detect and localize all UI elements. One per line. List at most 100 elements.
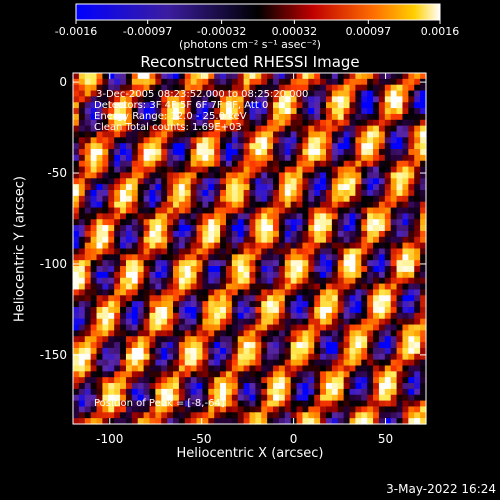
heatmap-cell <box>161 195 168 203</box>
heatmap-cell <box>349 119 356 127</box>
heatmap-cell <box>137 260 145 267</box>
heatmap-cell <box>408 283 415 291</box>
heatmap-cell <box>243 365 251 372</box>
heatmap-cell <box>361 190 368 197</box>
heatmap-cell <box>178 166 186 174</box>
heatmap-cell <box>273 254 280 261</box>
heatmap-cell <box>161 213 168 220</box>
heatmap-cell <box>361 119 368 127</box>
heatmap-cell <box>367 342 374 349</box>
heatmap-cell <box>73 359 80 367</box>
heatmap-cell <box>90 78 98 86</box>
heatmap-cell <box>214 225 221 232</box>
heatmap-cell <box>325 149 333 156</box>
heatmap-cell <box>414 295 421 302</box>
heatmap-cell <box>237 295 245 302</box>
heatmap-cell <box>320 190 327 197</box>
heatmap-cell <box>273 371 280 378</box>
heatmap-cell <box>96 347 104 355</box>
heatmap-cell <box>361 400 368 408</box>
heatmap-cell <box>349 260 356 267</box>
heatmap-cell <box>308 347 315 355</box>
heatmap-cell <box>302 277 309 285</box>
heatmap-cell <box>231 353 239 361</box>
heatmap-cell <box>396 359 404 367</box>
heatmap-cell <box>278 301 286 308</box>
heatmap-cell <box>173 412 180 419</box>
heatmap-cell <box>184 207 192 214</box>
heatmap-cell <box>278 377 286 384</box>
heatmap-cell <box>420 143 427 150</box>
heatmap-cell <box>161 125 168 133</box>
heatmap-cell <box>349 160 356 168</box>
heatmap-cell <box>296 336 304 343</box>
heatmap-cell <box>373 242 380 250</box>
heatmap-cell <box>114 371 121 378</box>
heatmap-cell <box>284 242 292 250</box>
heatmap-cell <box>208 225 215 232</box>
heatmap-cell <box>396 78 404 86</box>
heatmap-cell <box>414 96 421 103</box>
heatmap-cell <box>367 108 374 115</box>
heatmap-cell <box>161 388 168 396</box>
heatmap-cell <box>402 143 409 150</box>
heatmap-cell <box>367 178 374 185</box>
heatmap-cell <box>78 96 86 103</box>
heatmap-cell <box>296 365 304 372</box>
heatmap-cell <box>125 184 133 191</box>
heatmap-cell <box>114 137 121 144</box>
heatmap-cell <box>155 225 162 232</box>
heatmap-cell <box>90 131 98 138</box>
heatmap-cell <box>84 242 92 250</box>
heatmap-cell <box>102 108 109 115</box>
heatmap-cell <box>349 254 356 261</box>
heatmap-cell <box>414 342 421 349</box>
heatmap-cell <box>190 271 198 279</box>
heatmap-cell <box>249 236 256 244</box>
heatmap-cell <box>320 260 327 267</box>
heatmap-cell <box>314 125 321 133</box>
heatmap-cell <box>161 289 168 296</box>
heatmap-cell <box>196 283 204 291</box>
heatmap-cell <box>208 365 215 372</box>
heatmap-cell <box>261 242 268 250</box>
heatmap-cell <box>149 307 156 314</box>
heatmap-cell <box>331 166 339 174</box>
heatmap-cell <box>320 307 327 314</box>
heatmap-cell <box>420 84 427 92</box>
heatmap-cell <box>202 359 209 367</box>
heatmap-cell <box>125 242 133 250</box>
heatmap-cell <box>173 271 180 279</box>
heatmap-cell <box>96 201 104 209</box>
heatmap-cell <box>120 143 127 150</box>
heatmap-cell <box>408 318 415 326</box>
heatmap-cell <box>355 102 362 109</box>
heatmap-cell <box>202 295 209 302</box>
heatmap-cell <box>314 73 321 80</box>
heatmap-cell <box>284 266 292 273</box>
heatmap-cell <box>396 73 404 80</box>
heatmap-cell <box>255 400 262 408</box>
heatmap-cell <box>108 394 115 402</box>
heatmap-cell <box>237 78 245 86</box>
heatmap-cell <box>208 388 215 396</box>
heatmap-cell <box>155 78 162 86</box>
heatmap-cell <box>78 219 86 226</box>
heatmap-cell <box>73 219 80 226</box>
heatmap-cell <box>408 371 415 378</box>
heatmap-cell <box>267 195 274 203</box>
heatmap-cell <box>337 78 345 86</box>
heatmap-cell <box>349 230 356 238</box>
heatmap-cell <box>196 406 204 413</box>
heatmap-cell <box>73 406 80 413</box>
heatmap-cell <box>131 190 139 197</box>
heatmap-cell <box>131 318 139 326</box>
heatmap-cell <box>143 353 151 361</box>
heatmap-cell <box>237 201 245 209</box>
heatmap-cell <box>155 394 162 402</box>
heatmap-cell <box>302 108 309 115</box>
heatmap-cell <box>96 84 104 92</box>
heatmap-cell <box>302 195 309 203</box>
heatmap-cell <box>255 225 262 232</box>
heatmap-cell <box>184 377 192 384</box>
